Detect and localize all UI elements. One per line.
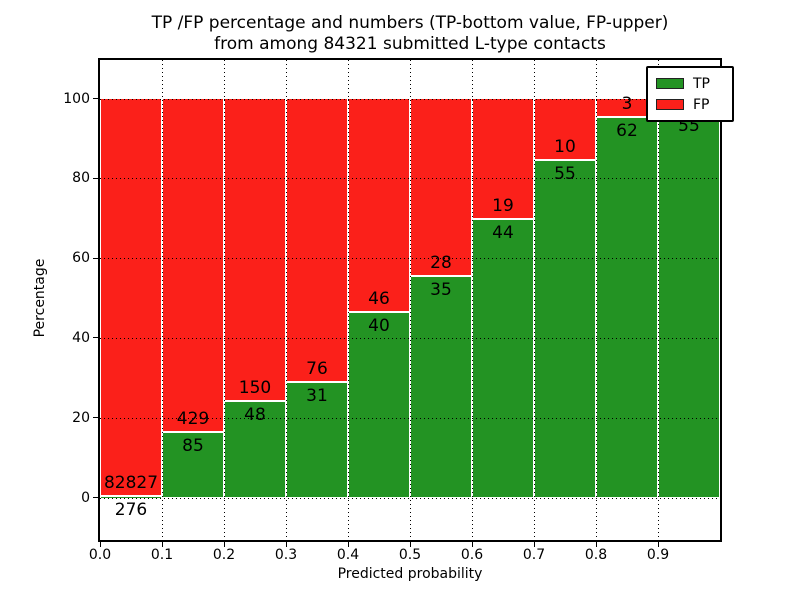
bar-segment-tp xyxy=(411,275,471,498)
bar-segment-tp xyxy=(101,496,161,498)
legend-label-fp: FP xyxy=(693,96,710,113)
bar-segment-fp xyxy=(225,98,285,401)
bar-label-fp: 76 xyxy=(306,358,328,379)
x-tick-label: 0.8 xyxy=(584,547,608,563)
bar-segment-fp xyxy=(287,98,347,382)
chart-title-line2: from among 84321 submitted L-type contac… xyxy=(214,34,606,54)
x-tick-label: 0.5 xyxy=(398,547,422,563)
legend-label-tp: TP xyxy=(693,75,710,92)
y-tick-label: 100 xyxy=(63,90,90,107)
x-tick-mark xyxy=(347,542,349,547)
legend-item-tp: TP xyxy=(656,73,724,94)
grid-line-x xyxy=(286,60,287,540)
y-tick-label: 40 xyxy=(72,329,90,346)
chart-title-line1: TP /FP percentage and numbers (TP-bottom… xyxy=(151,13,669,33)
bar-label-fp: 150 xyxy=(238,377,272,398)
legend: TP FP xyxy=(646,66,734,122)
bar-segment-tp xyxy=(349,311,409,498)
bar-segment-tp xyxy=(287,381,347,498)
x-tick-label: 0.4 xyxy=(336,547,360,563)
bar-label-tp: 276 xyxy=(114,500,148,521)
bar-segment-fp xyxy=(473,98,533,219)
grid-line-x xyxy=(224,60,225,540)
x-tick-mark xyxy=(533,542,535,547)
grid-line-x xyxy=(658,60,659,540)
y-tick-mark xyxy=(93,177,98,179)
bar-label-fp: 19 xyxy=(492,195,514,216)
legend-item-fp: FP xyxy=(656,94,724,115)
grid-line-x xyxy=(472,60,473,540)
bar-segment-tp xyxy=(163,431,223,498)
grid-line-x xyxy=(596,60,597,540)
bar-label-fp: 82827 xyxy=(103,473,159,494)
grid-line-x xyxy=(410,60,411,540)
x-axis-label: Predicted probability xyxy=(337,566,483,582)
x-tick-mark xyxy=(99,542,101,547)
legend-swatch-tp-icon xyxy=(656,78,684,89)
bar-label-fp: 46 xyxy=(368,288,390,309)
bar-label-tp: 40 xyxy=(368,315,390,336)
y-tick-mark xyxy=(93,337,98,339)
x-tick-mark xyxy=(409,542,411,547)
grid-line-x xyxy=(534,60,535,540)
bar-segment-tp xyxy=(473,218,533,498)
bar-segment-fp xyxy=(411,98,471,276)
bar-segment-tp xyxy=(535,159,595,498)
chart-title: TP /FP percentage and numbers (TP-bottom… xyxy=(98,13,722,55)
bar-label-fp: 429 xyxy=(176,408,210,429)
bar-label-tp: 48 xyxy=(244,404,266,425)
x-tick-mark xyxy=(223,542,225,547)
x-tick-mark xyxy=(471,542,473,547)
bar-segment-fp xyxy=(535,98,595,160)
bar-label-tp: 44 xyxy=(492,222,514,243)
y-tick-mark xyxy=(93,98,98,99)
bar-label-tp: 55 xyxy=(554,163,576,184)
bar-segment-fp xyxy=(597,98,657,117)
bar-segment-tp xyxy=(597,116,657,498)
y-tick-label: 80 xyxy=(72,170,90,187)
x-tick-label: 0.6 xyxy=(460,547,484,563)
x-tick-label: 0.3 xyxy=(274,547,298,563)
grid-line-x xyxy=(162,60,163,540)
y-tick-label: 60 xyxy=(72,250,90,267)
bar-label-fp: 3 xyxy=(621,93,633,114)
y-tick-mark xyxy=(93,417,98,419)
bar-segment-tp xyxy=(659,112,719,498)
x-tick-mark xyxy=(285,542,287,547)
grid-line-x xyxy=(348,60,349,540)
legend-swatch-fp-icon xyxy=(656,99,684,110)
x-tick-label: 0.9 xyxy=(646,547,670,563)
x-tick-label: 0.1 xyxy=(150,547,174,563)
x-tick-label: 0.2 xyxy=(212,547,236,563)
x-tick-label: 0.0 xyxy=(88,547,112,563)
y-tick-mark xyxy=(93,497,98,498)
bar-label-tp: 35 xyxy=(430,279,452,300)
bar-label-fp: 10 xyxy=(554,136,576,157)
bar-label-fp: 28 xyxy=(430,252,452,273)
bar-segment-fp xyxy=(349,98,409,312)
x-tick-mark xyxy=(161,542,163,547)
y-tick-mark xyxy=(93,257,98,259)
bar-segment-tp xyxy=(225,400,285,498)
x-tick-mark xyxy=(595,542,597,547)
y-axis-label: Percentage xyxy=(32,258,48,338)
y-tick-label: 20 xyxy=(72,409,90,426)
plot-area: 82827 276 429 85 150 48 76 31 46 40 28 35 19 44 10 55 3 6… xyxy=(98,58,722,542)
y-tick-label: 0 xyxy=(81,489,90,506)
bar-label-tp: 31 xyxy=(306,385,328,406)
bar-label-tp: 62 xyxy=(616,120,638,141)
bar-segment-fp xyxy=(101,98,161,497)
x-tick-mark xyxy=(657,542,659,547)
bar-segment-fp xyxy=(163,98,223,432)
bar-label-tp: 85 xyxy=(182,435,204,456)
x-tick-label: 0.7 xyxy=(522,547,546,563)
